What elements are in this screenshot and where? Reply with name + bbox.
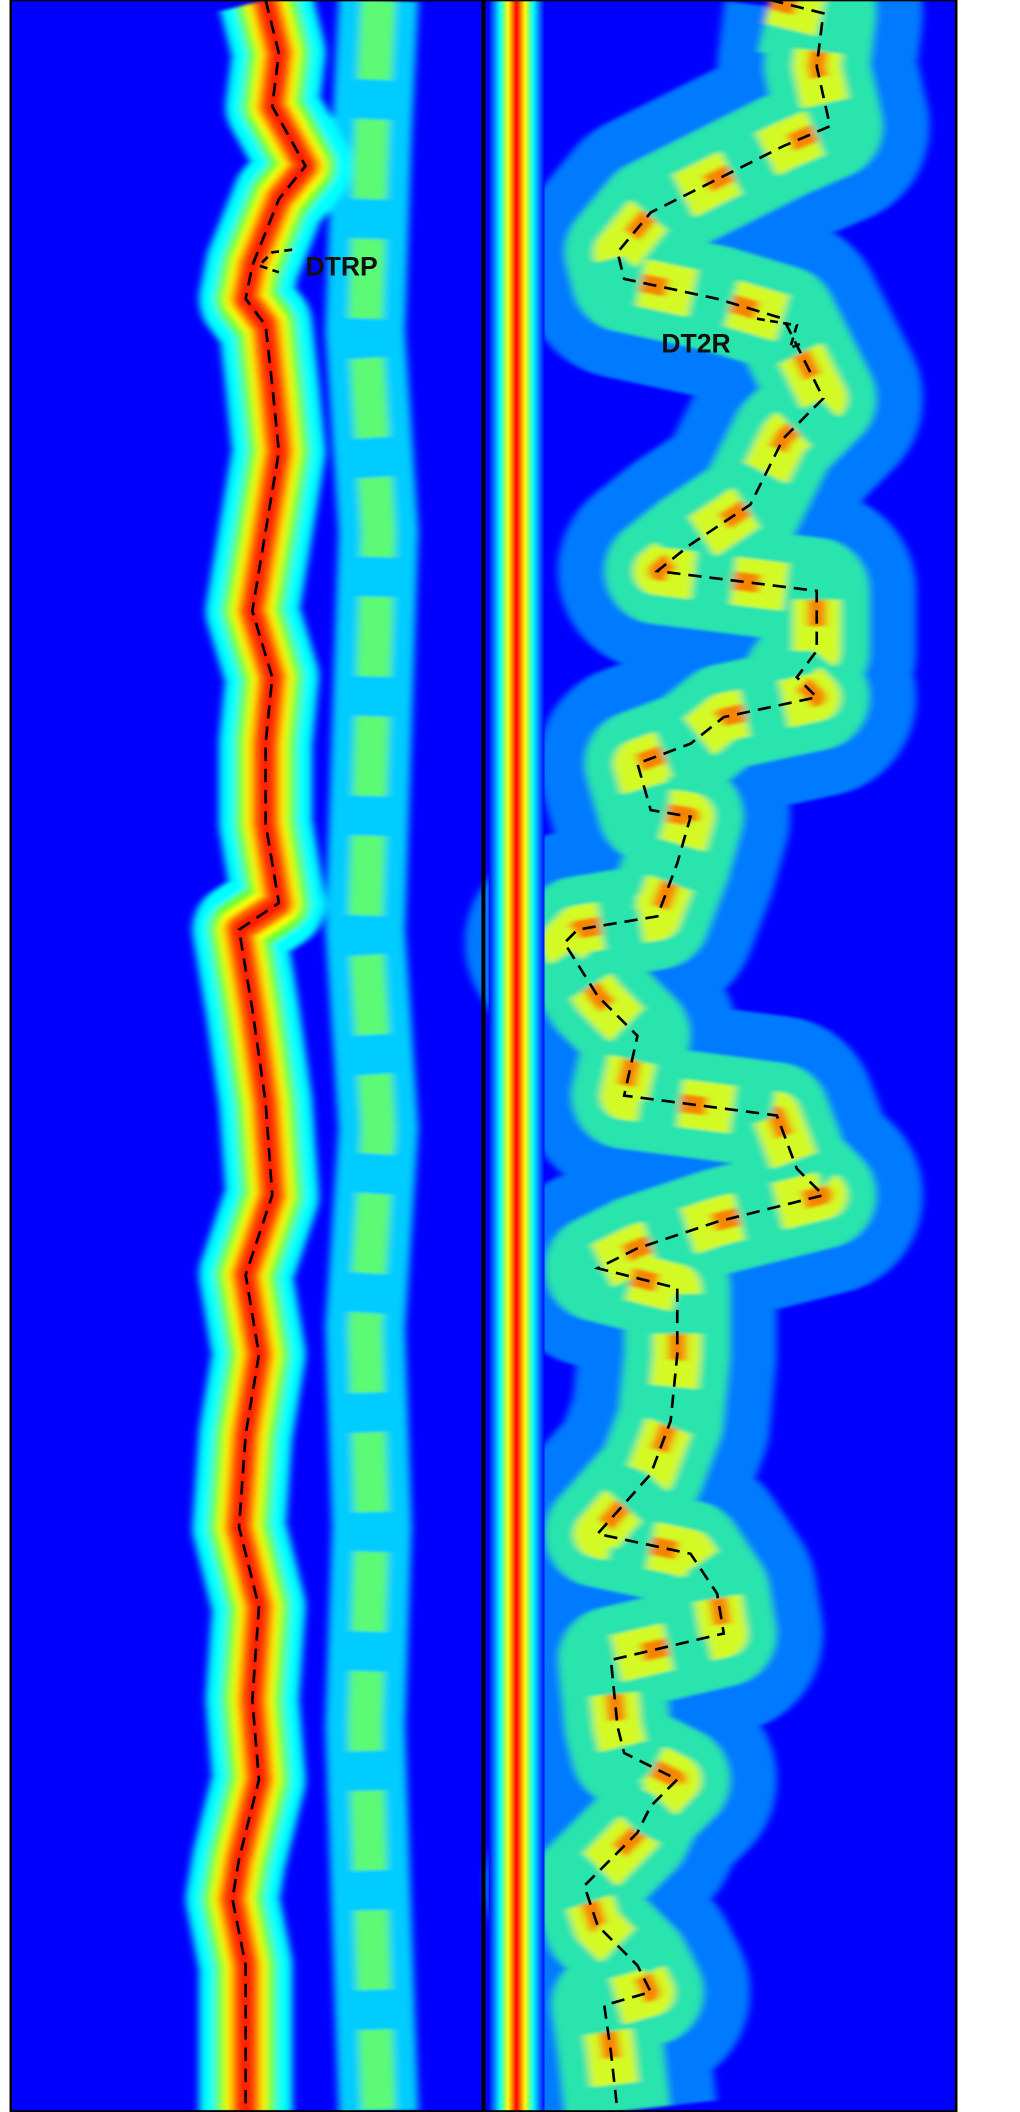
page: DTRP DT2R (() => { const data = JSON.par…	[0, 0, 1020, 2112]
log-panel: DTRP DT2R	[0, 0, 1020, 2112]
image-area: DTRP DT2R	[11, 0, 957, 2112]
curve-label: DTRP	[305, 251, 377, 281]
core-band	[489, 0, 545, 2112]
curve-label: DT2R	[661, 328, 730, 358]
